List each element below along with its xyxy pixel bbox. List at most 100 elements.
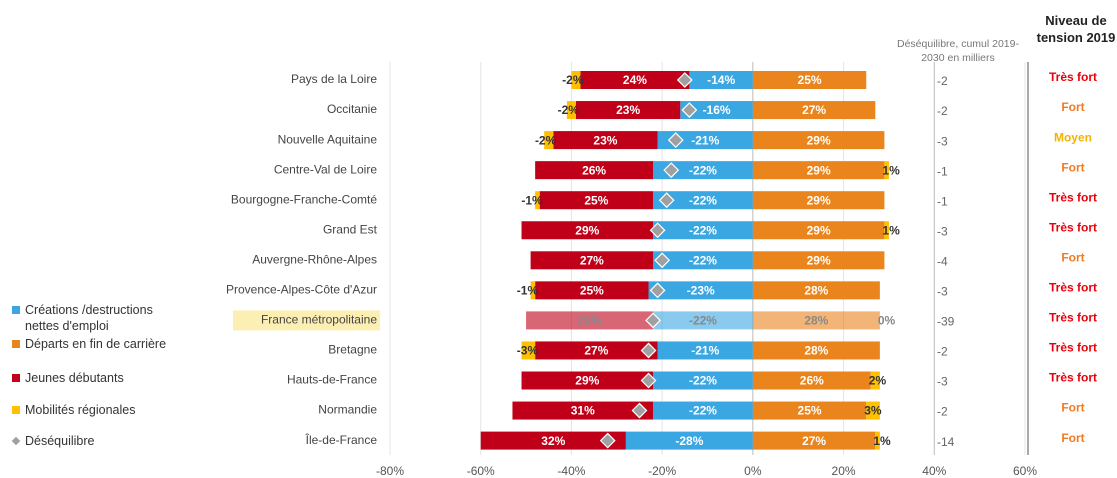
value-label: 29% xyxy=(575,223,599,237)
marker xyxy=(640,372,657,389)
bar xyxy=(884,161,889,180)
bar xyxy=(653,251,753,270)
marker xyxy=(649,222,666,239)
value-label: 23% xyxy=(593,133,617,147)
value-label: 29% xyxy=(807,133,831,147)
bar xyxy=(580,71,690,89)
x-tick-label: -80% xyxy=(376,464,404,478)
value-label: -16% xyxy=(703,103,731,117)
cumul-value: -2 xyxy=(937,74,948,88)
legend-label: Mobilités régionales xyxy=(25,403,136,417)
bar xyxy=(526,311,654,330)
value-label: 25% xyxy=(798,73,822,87)
bar xyxy=(752,281,880,300)
tension-value: Fort xyxy=(1061,431,1084,445)
value-label: 29% xyxy=(807,163,831,177)
bar xyxy=(866,401,880,420)
x-tick-label: 60% xyxy=(1013,464,1037,478)
legend-swatch xyxy=(12,374,20,382)
value-label: 27% xyxy=(584,344,608,358)
bar xyxy=(870,371,880,390)
tension-value: Très fort xyxy=(1049,70,1097,84)
bar xyxy=(530,251,654,270)
value-label: -22% xyxy=(689,404,717,418)
value-label: -22% xyxy=(689,374,717,388)
tension-value: Très fort xyxy=(1049,341,1097,355)
category-label: Bourgogne-Franche-Comté xyxy=(231,192,377,206)
value-label: 2% xyxy=(869,374,887,388)
value-label: 27% xyxy=(802,103,826,117)
value-label: -2% xyxy=(562,73,584,87)
legend-swatch xyxy=(11,436,21,446)
x-tick-label: -60% xyxy=(467,464,495,478)
marker xyxy=(631,402,648,419)
bar xyxy=(535,191,540,210)
bar xyxy=(657,131,753,150)
bar xyxy=(752,221,885,240)
x-tick-label: 20% xyxy=(832,464,856,478)
bar xyxy=(884,221,889,240)
category-label: Nouvelle Aquitaine xyxy=(278,132,378,146)
category-label: Normandie xyxy=(318,403,377,417)
bar xyxy=(752,161,885,180)
marker xyxy=(649,282,666,299)
value-label: 25% xyxy=(798,404,822,418)
marker xyxy=(667,132,684,149)
marker xyxy=(645,312,661,329)
bar xyxy=(521,221,654,240)
value-label: -22% xyxy=(689,223,717,237)
value-label: 29% xyxy=(807,193,831,207)
bar xyxy=(535,281,649,300)
value-label: 28% xyxy=(578,314,602,328)
bar xyxy=(752,401,867,420)
value-label: 1% xyxy=(873,434,891,448)
category-label: Occitanie xyxy=(327,102,377,116)
value-label: 28% xyxy=(804,344,828,358)
cumul-value: -39 xyxy=(937,315,955,329)
value-label: -28% xyxy=(675,434,703,448)
bar xyxy=(653,161,753,180)
legend-item: Déséquilibre xyxy=(11,433,187,449)
value-label: 27% xyxy=(580,253,604,267)
value-label: -1% xyxy=(521,193,543,207)
bar xyxy=(521,341,536,360)
legend-item: Départs en fin de carrière xyxy=(12,336,187,352)
bar xyxy=(566,101,576,120)
value-label: 24% xyxy=(623,73,647,87)
value-label: -22% xyxy=(689,163,717,177)
bar xyxy=(571,71,581,89)
legend-item: Créations /destructions nettes d'emploi xyxy=(12,302,187,334)
value-label: 32% xyxy=(541,434,565,448)
bar xyxy=(752,341,880,360)
category-label: Auvergne-Rhône-Alpes xyxy=(252,252,377,266)
value-label: -21% xyxy=(691,344,719,358)
value-label: 23% xyxy=(616,103,640,117)
value-label: 28% xyxy=(804,284,828,298)
bar xyxy=(521,371,654,390)
category-label: Provence-Alpes-Côte d'Azur xyxy=(226,283,377,297)
marker xyxy=(663,162,680,179)
value-label: -22% xyxy=(689,314,717,328)
bar xyxy=(752,431,876,450)
category-label: Bretagne xyxy=(328,343,377,357)
tension-value: Fort xyxy=(1061,100,1084,114)
tension-value: Très fort xyxy=(1049,190,1097,204)
x-tick-label: 40% xyxy=(922,464,946,478)
bar xyxy=(653,221,753,240)
value-label: 25% xyxy=(584,193,608,207)
category-label: Pays de la Loire xyxy=(291,72,377,86)
bar xyxy=(539,191,654,210)
legend-label: Déséquilibre xyxy=(25,434,95,448)
value-label: -14% xyxy=(707,73,735,87)
category-label: Centre-Val de Loire xyxy=(274,162,377,176)
bar xyxy=(680,101,753,120)
cumul-value: -2 xyxy=(937,104,948,118)
value-label: 26% xyxy=(800,374,824,388)
legend-label: Jeunes débutants xyxy=(25,371,124,385)
marker xyxy=(658,192,675,209)
cumul-value: -3 xyxy=(937,224,948,238)
bar xyxy=(752,71,867,89)
bar xyxy=(544,131,554,150)
